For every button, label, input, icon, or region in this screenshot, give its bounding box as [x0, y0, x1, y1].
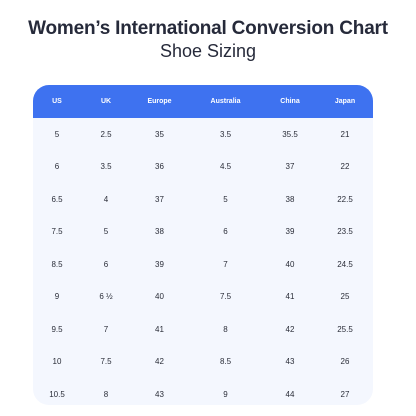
cell-uk: 5 [103, 227, 109, 237]
page-title: Women’s International Conversion Chart [28, 18, 388, 39]
cell-uk: 3.5 [100, 162, 112, 172]
column-header-japan: Japan [334, 98, 356, 105]
cell-japan: 27 [340, 389, 350, 399]
column-header-uk: UK [100, 98, 112, 105]
table-row: 5 2.5 35 3.5 35.5 21 [33, 118, 373, 151]
table-row: 9 6 ½ 40 7.5 41 25 [33, 281, 373, 314]
cell-us: 9 [54, 292, 60, 302]
cell-us: 5 [54, 129, 60, 139]
cell-us: 6.5 [51, 194, 63, 204]
cell-china: 44 [285, 389, 295, 399]
cell-europe: 40 [155, 292, 164, 302]
cell-australia: 9 [223, 389, 228, 399]
cell-japan: 25.5 [337, 324, 353, 334]
cell-china: 35.5 [282, 129, 298, 139]
cell-china: 42 [285, 324, 295, 334]
column-header-europe: Europe [147, 98, 172, 105]
cell-europe: 43 [155, 389, 164, 399]
cell-china: 43 [285, 357, 295, 367]
cell-china: 39 [285, 227, 295, 237]
table-row: 6.5 4 37 5 38 22.5 [33, 183, 373, 216]
table-row: 10.5 8 43 9 44 27 [33, 378, 373, 405]
cell-australia: 4.5 [219, 162, 232, 172]
table-row: 7.5 5 38 6 39 23.5 [33, 216, 373, 249]
table-row: 9.5 7 41 8 42 25.5 [33, 313, 373, 346]
cell-china: 41 [285, 292, 295, 302]
cell-japan: 22 [340, 162, 350, 172]
cell-uk: 8 [103, 389, 109, 399]
cell-europe: 39 [155, 259, 164, 269]
cell-australia: 8.5 [219, 357, 232, 367]
cell-australia: 7 [223, 259, 228, 269]
cell-us: 6 [54, 162, 60, 172]
cell-japan: 26 [340, 357, 350, 367]
cell-japan: 24.5 [337, 259, 353, 269]
conversion-table: US UK Europe Australia China Japan 5 2.5 3… [33, 85, 373, 405]
cell-uk: 6 ½ [99, 292, 113, 302]
column-header-australia: Australia [210, 98, 241, 105]
cell-australia: 3.5 [219, 129, 232, 139]
cell-us: 9.5 [51, 324, 63, 334]
cell-europe: 41 [155, 324, 164, 334]
cell-china: 37 [285, 162, 295, 172]
cell-us: 7.5 [51, 227, 63, 237]
cell-europe: 42 [155, 357, 164, 367]
cell-us: 10.5 [49, 389, 65, 399]
cell-australia: 5 [223, 194, 228, 204]
cell-australia: 6 [223, 227, 228, 237]
cell-uk: 2.5 [100, 129, 112, 139]
cell-europe: 36 [155, 162, 164, 172]
table-row: 6 3.5 36 4.5 37 22 [33, 151, 373, 184]
table-body: 5 2.5 35 3.5 35.5 21 6 3.5 36 4.5 37 22 6.5 4 37 5 38 22.… [33, 118, 373, 405]
cell-europe: 37 [155, 194, 164, 204]
cell-us: 10 [52, 357, 62, 367]
cell-uk: 6 [103, 259, 109, 269]
cell-japan: 22.5 [337, 194, 353, 204]
page-subtitle: Shoe Sizing [159, 41, 257, 61]
cell-uk: 4 [103, 194, 109, 204]
cell-china: 40 [285, 259, 295, 269]
column-header-us: US [52, 98, 62, 105]
cell-china: 38 [285, 194, 295, 204]
cell-europe: 35 [155, 129, 164, 139]
table-row: 10 7.5 42 8.5 43 26 [33, 346, 373, 379]
cell-japan: 25 [340, 292, 350, 302]
table-row: 8.5 6 39 7 40 24.5 [33, 248, 373, 281]
cell-europe: 38 [155, 227, 164, 237]
cell-uk: 7.5 [100, 357, 112, 367]
cell-australia: 7.5 [219, 292, 232, 302]
cell-us: 8.5 [51, 259, 63, 269]
cell-australia: 8 [223, 324, 228, 334]
cell-japan: 21 [340, 129, 350, 139]
table-header: US UK Europe Australia China Japan [33, 85, 373, 118]
cell-japan: 23.5 [337, 227, 353, 237]
cell-uk: 7 [103, 324, 109, 334]
column-header-china: China [280, 98, 300, 105]
